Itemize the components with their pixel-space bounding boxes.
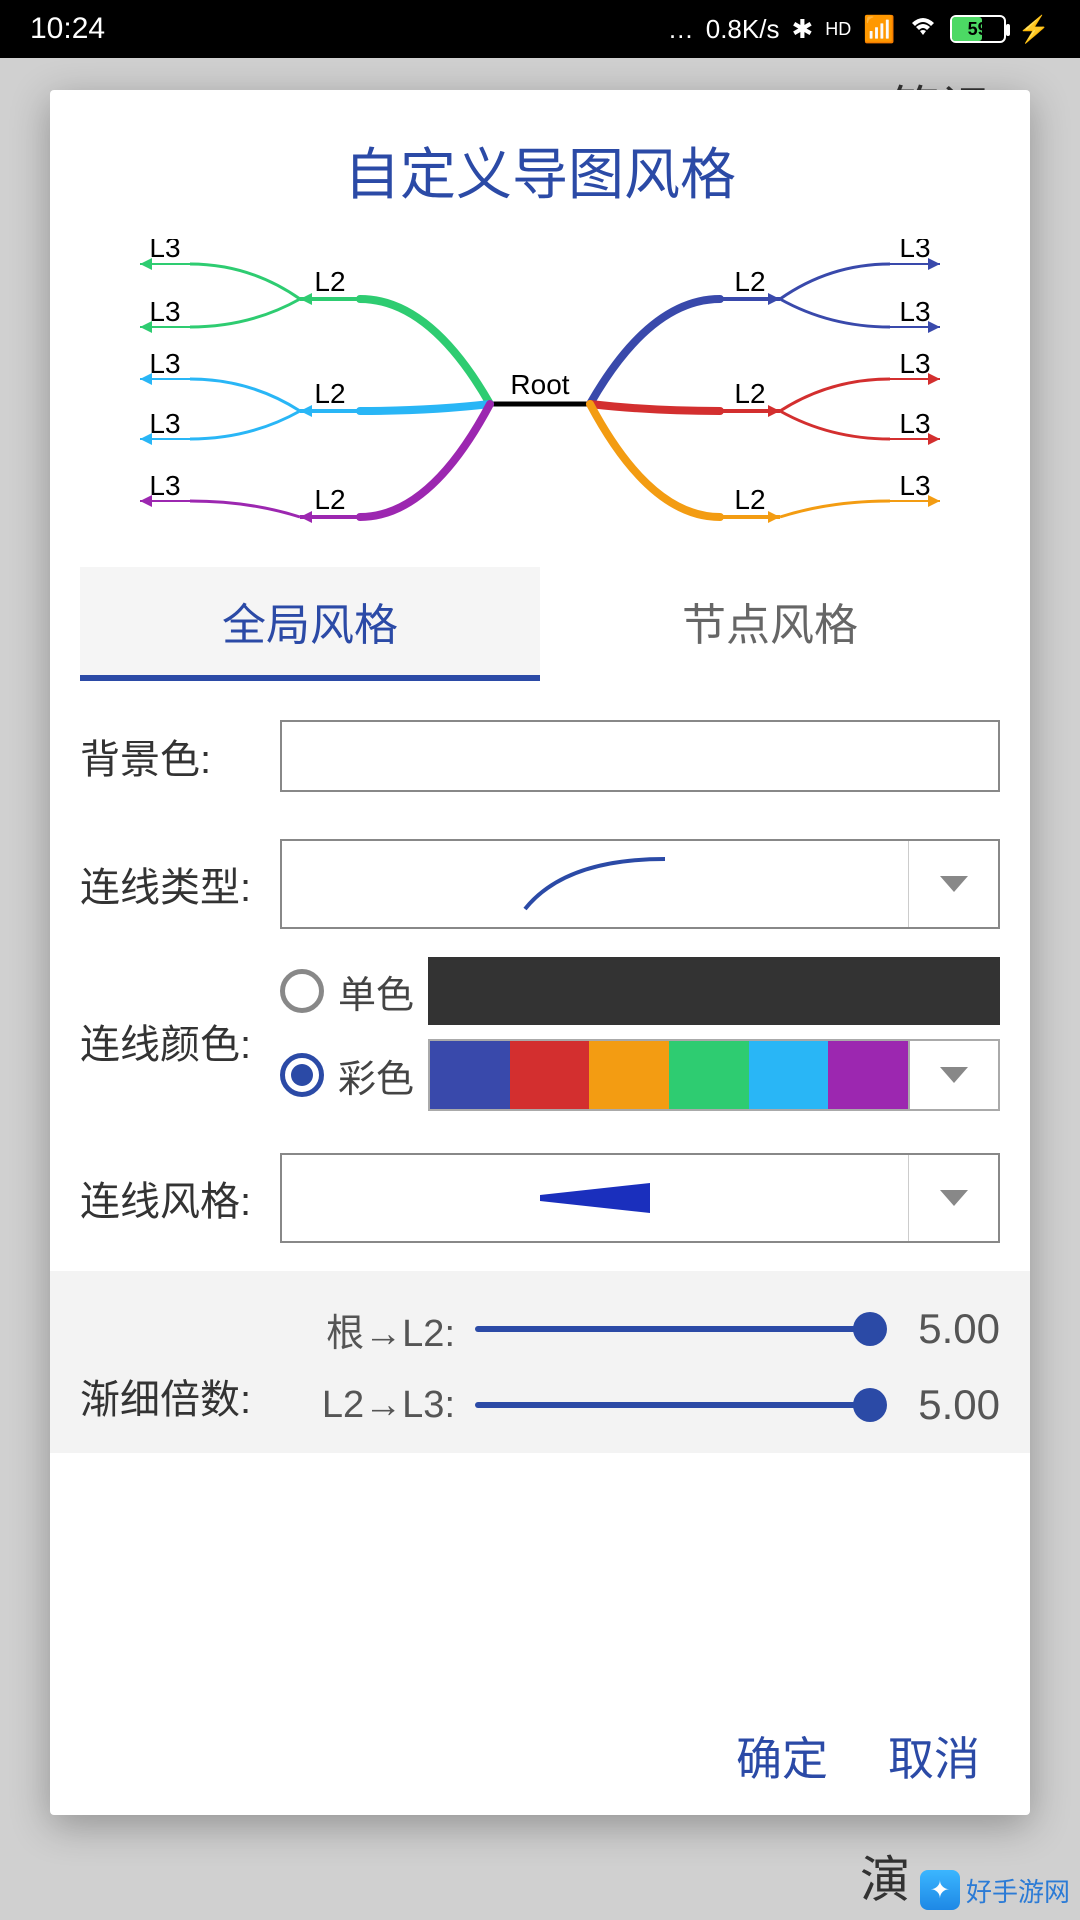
svg-text:L3: L3: [899, 296, 930, 327]
chevron-down-icon: [908, 1155, 998, 1241]
slider2-label: L2→L3:: [280, 1384, 455, 1427]
root-label: Root: [510, 369, 569, 400]
background-color-label: 背景色:: [80, 727, 280, 785]
style-dialog: 自定义导图风格 Root L2 L3 L3 L2: [50, 90, 1030, 1815]
slider2-value: 5.00: [890, 1381, 1000, 1429]
hd-icon: HD: [825, 19, 851, 40]
chevron-down-icon: [908, 841, 998, 927]
line-type-preview: [282, 841, 908, 927]
bluetooth-icon: ✱: [791, 14, 813, 45]
slider-thumb[interactable]: [853, 1388, 887, 1422]
dialog-buttons: 确定 取消: [50, 1699, 1030, 1815]
watermark: ✦ 好手游网: [920, 1870, 1070, 1910]
slider1-value: 5.00: [890, 1305, 1000, 1353]
palette-preview: [430, 1041, 908, 1109]
tab-node-style[interactable]: 节点风格: [540, 567, 1000, 681]
status-speed: 0.8K/s: [706, 14, 780, 45]
taper-label: 渐细倍数:: [80, 1309, 280, 1425]
svg-text:L3: L3: [149, 239, 180, 263]
slider-thumb[interactable]: [853, 1312, 887, 1346]
svg-text:L3: L3: [899, 239, 930, 263]
palette-dropdown[interactable]: [428, 1039, 1000, 1111]
status-right: … 0.8K/s ✱ HD 📶 59 ⚡: [668, 14, 1050, 45]
dialog-title: 自定义导图风格: [50, 90, 1030, 239]
radio-single-color[interactable]: [280, 969, 324, 1013]
settings-panel: 背景色: 连线类型: 连线颜色: 单色: [50, 681, 1030, 1699]
radio-multi-label: 彩色: [338, 1048, 414, 1103]
line-style-dropdown[interactable]: [280, 1153, 1000, 1243]
single-color-swatch[interactable]: [428, 957, 1000, 1025]
svg-text:L2: L2: [734, 266, 765, 297]
svg-text:L2: L2: [314, 484, 345, 515]
line-type-dropdown[interactable]: [280, 839, 1000, 929]
bg-bottom-text: 演: [860, 1840, 910, 1912]
slider-l2-l3[interactable]: [475, 1402, 870, 1408]
status-dots: …: [668, 14, 694, 45]
radio-single-label: 单色: [338, 964, 414, 1019]
slider1-label: 根→L2:: [280, 1302, 455, 1357]
svg-text:L3: L3: [149, 348, 180, 379]
svg-text:L3: L3: [149, 408, 180, 439]
wifi-icon: [908, 14, 938, 45]
svg-text:L3: L3: [899, 348, 930, 379]
status-bar: 10:24 … 0.8K/s ✱ HD 📶 59 ⚡: [0, 0, 1080, 58]
watermark-icon: ✦: [920, 1870, 960, 1910]
svg-text:L2: L2: [734, 378, 765, 409]
slider-root-l2[interactable]: [475, 1326, 870, 1332]
svg-text:L3: L3: [899, 470, 930, 501]
ok-button[interactable]: 确定: [736, 1723, 828, 1789]
tab-global-style[interactable]: 全局风格: [80, 567, 540, 681]
signal-icon: 📶: [863, 14, 895, 45]
tabs: 全局风格 节点风格: [80, 567, 1000, 681]
svg-text:L3: L3: [149, 296, 180, 327]
line-style-preview: [282, 1155, 908, 1241]
charging-icon: ⚡: [1018, 14, 1050, 45]
battery-icon: 59: [950, 15, 1006, 43]
status-time: 10:24: [30, 12, 105, 46]
radio-multi-color[interactable]: [280, 1053, 324, 1097]
background-color-picker[interactable]: [280, 720, 1000, 792]
svg-text:L2: L2: [314, 266, 345, 297]
line-color-label: 连线颜色:: [80, 1012, 280, 1070]
line-type-label: 连线类型:: [80, 855, 280, 913]
watermark-text: 好手游网: [966, 1872, 1070, 1909]
svg-text:L2: L2: [734, 484, 765, 515]
svg-text:L3: L3: [149, 470, 180, 501]
cancel-button[interactable]: 取消: [888, 1723, 980, 1789]
line-style-label: 连线风格:: [80, 1169, 280, 1227]
chevron-down-icon: [908, 1041, 998, 1109]
taper-section: 渐细倍数: 根→L2: 5.00 L2→L3: 5.00: [50, 1271, 1030, 1453]
svg-text:L2: L2: [314, 378, 345, 409]
svg-text:L3: L3: [899, 408, 930, 439]
mindmap-preview: Root L2 L3 L3 L2 L3 L3: [80, 239, 1000, 549]
